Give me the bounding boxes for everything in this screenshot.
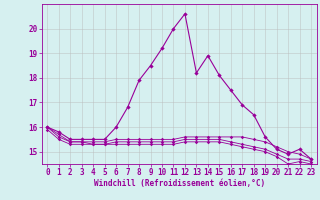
X-axis label: Windchill (Refroidissement éolien,°C): Windchill (Refroidissement éolien,°C)	[94, 179, 265, 188]
